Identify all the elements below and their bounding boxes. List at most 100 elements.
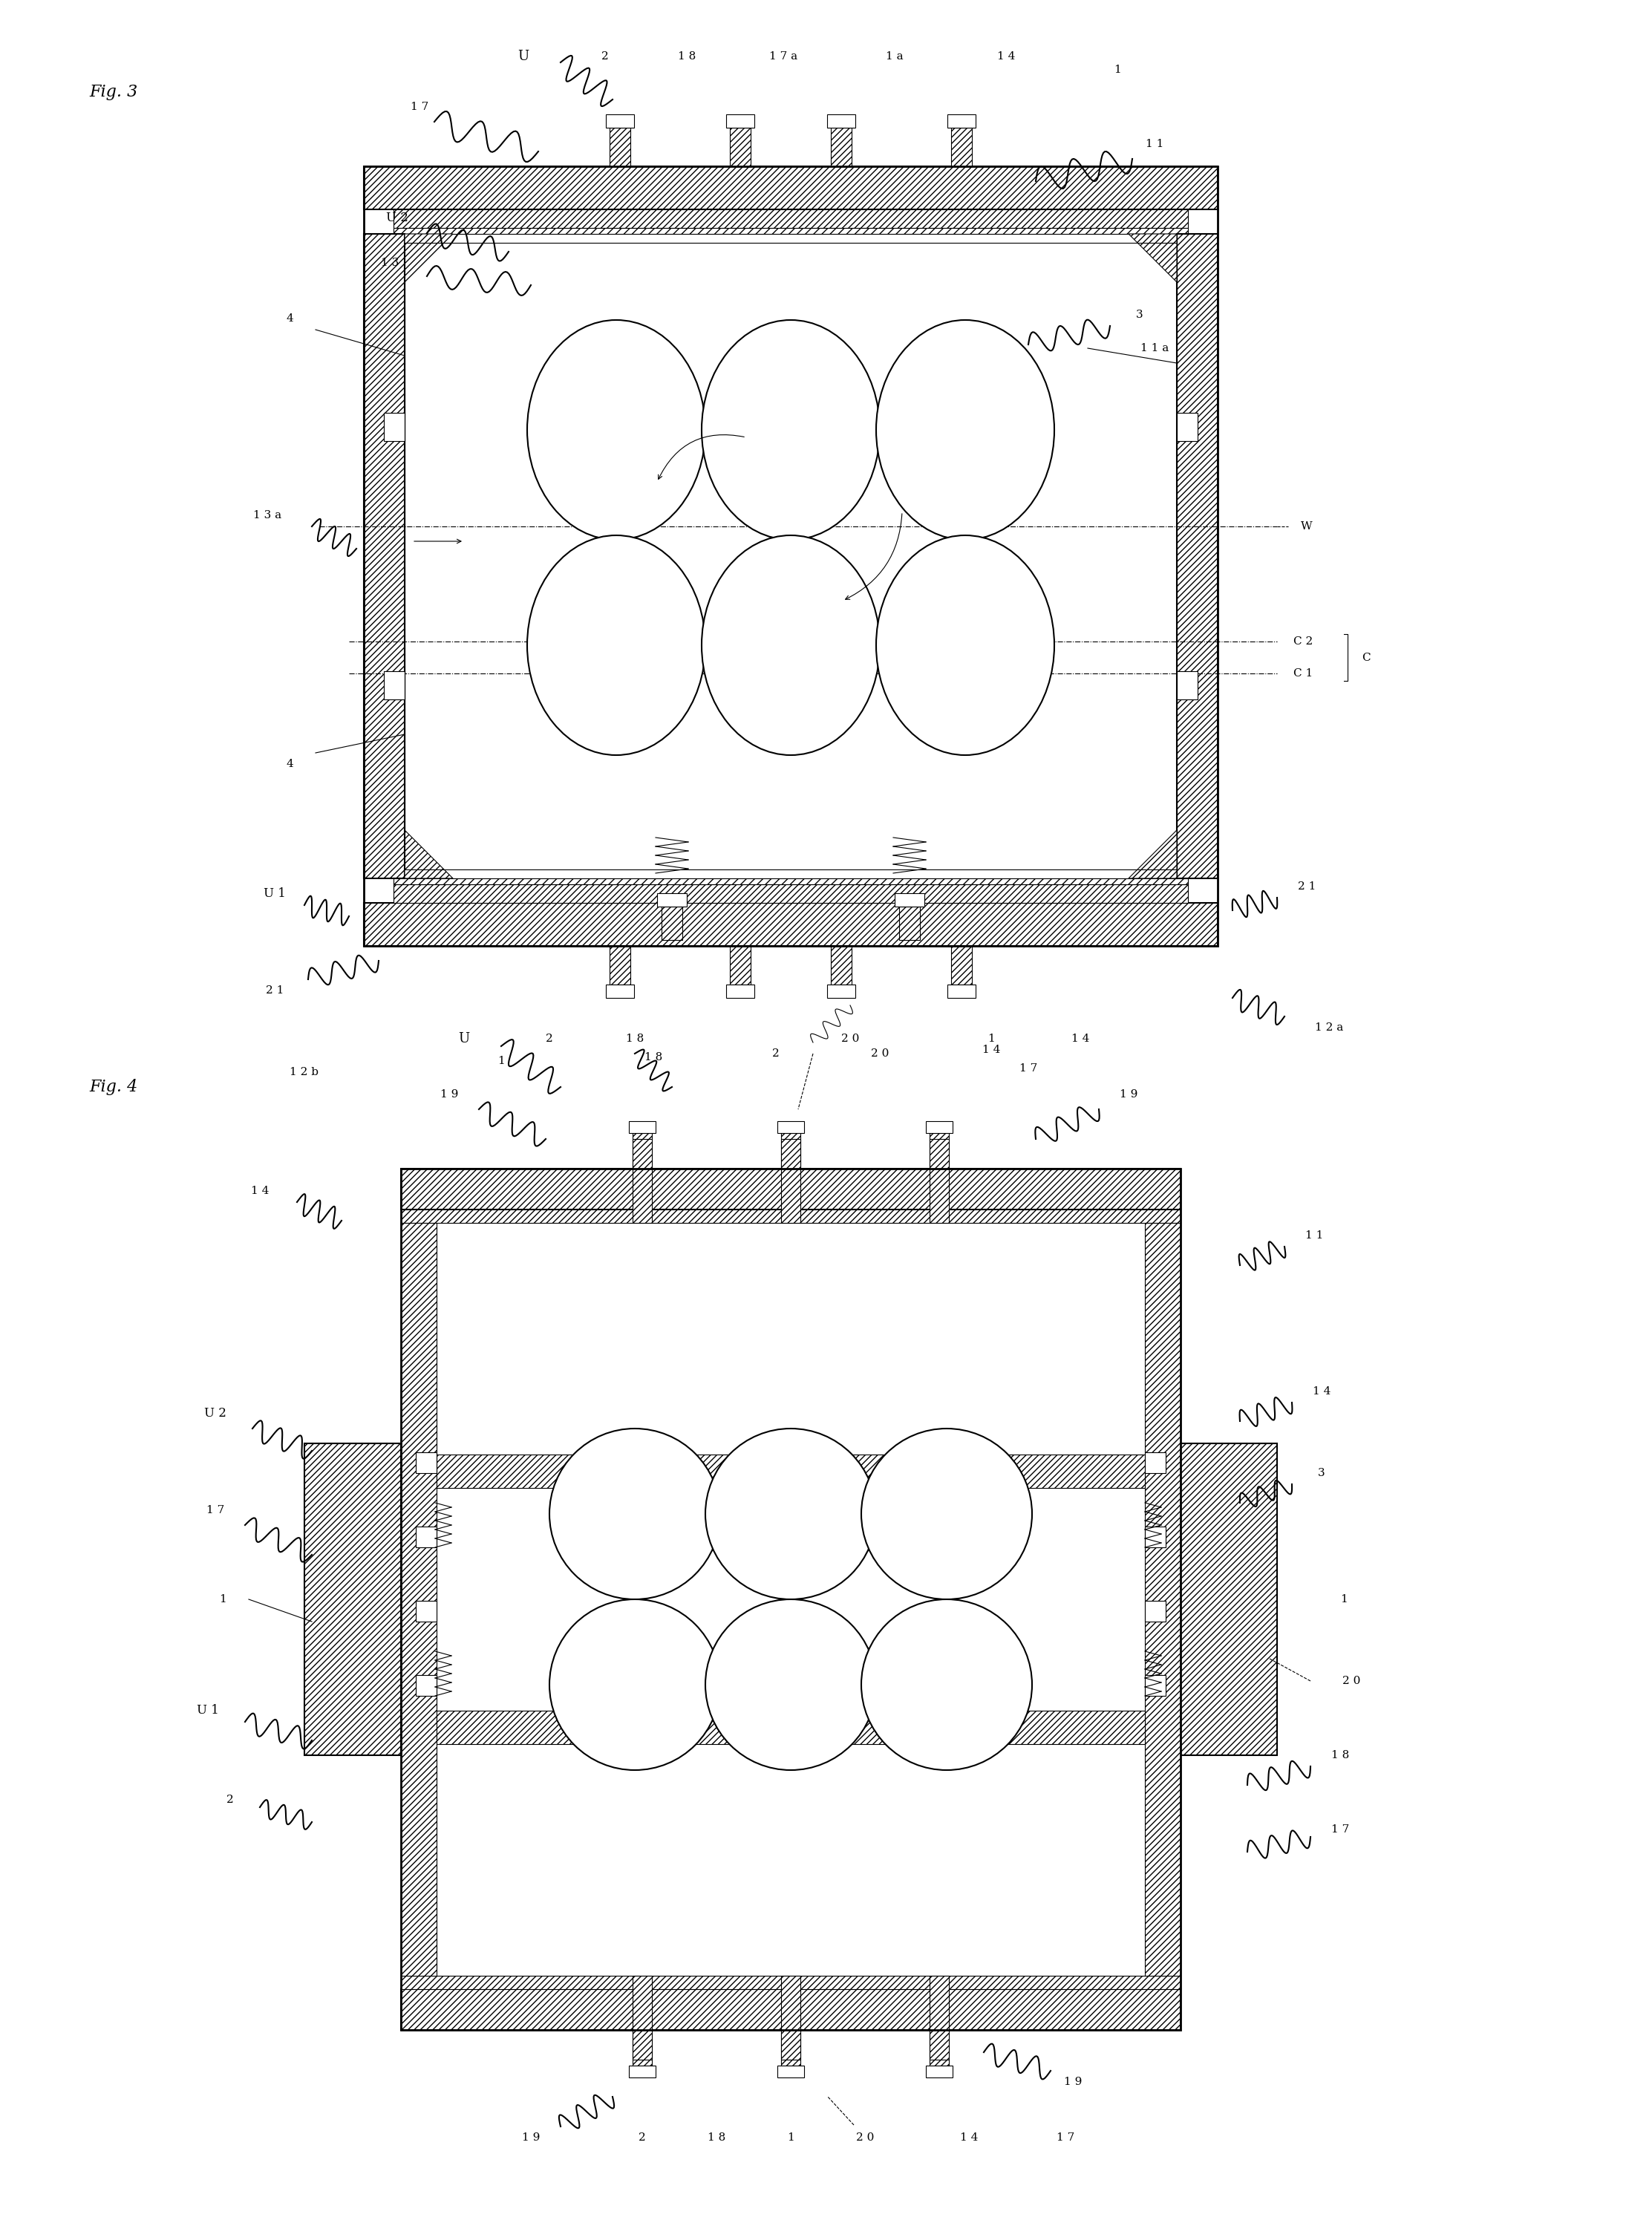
Bar <box>1145 1452 1166 1474</box>
Text: 1 7: 1 7 <box>1019 1063 1037 1074</box>
Text: 1 8: 1 8 <box>707 2132 725 2143</box>
Text: 1: 1 <box>988 1034 995 1045</box>
Bar <box>304 1443 401 1756</box>
Bar <box>610 947 631 985</box>
Text: 2: 2 <box>226 1794 235 1805</box>
Text: 1 8: 1 8 <box>677 51 695 62</box>
Bar <box>930 1976 948 2061</box>
Bar <box>633 1138 653 1223</box>
Circle shape <box>861 1429 1032 1598</box>
Circle shape <box>705 1598 876 1770</box>
Circle shape <box>550 1429 720 1598</box>
Bar <box>1176 233 1218 878</box>
Bar <box>947 113 976 127</box>
Bar <box>781 2030 800 2065</box>
Bar <box>727 113 755 127</box>
Bar <box>1145 1223 1181 1976</box>
Polygon shape <box>1128 829 1176 878</box>
Bar <box>633 1134 653 1169</box>
Text: 2 1: 2 1 <box>266 985 284 996</box>
Bar <box>778 2065 805 2079</box>
Text: 2: 2 <box>545 1034 553 1045</box>
Bar <box>393 878 1188 885</box>
Bar <box>363 903 1218 947</box>
Text: 1 3: 1 3 <box>382 258 398 269</box>
Bar <box>405 242 1176 869</box>
Text: 3: 3 <box>1137 309 1143 320</box>
Text: 4: 4 <box>286 758 292 769</box>
Bar <box>925 2065 953 2079</box>
Polygon shape <box>1128 233 1176 282</box>
Circle shape <box>861 1598 1032 1770</box>
Bar <box>416 1452 436 1474</box>
Text: 1 9: 1 9 <box>1120 1089 1138 1100</box>
Bar <box>727 985 755 998</box>
Bar <box>930 1138 948 1223</box>
Bar <box>393 209 1188 229</box>
Text: U 2: U 2 <box>205 1407 226 1420</box>
Text: 4: 4 <box>286 313 292 325</box>
Text: U 1: U 1 <box>264 887 286 900</box>
Bar <box>895 894 925 907</box>
Bar <box>363 167 1218 209</box>
Text: Fig. 3: Fig. 3 <box>89 84 137 100</box>
Text: 1 4: 1 4 <box>251 1185 269 1196</box>
Text: W: W <box>1302 520 1313 531</box>
Text: 1 9: 1 9 <box>1064 2076 1082 2087</box>
Bar <box>416 1601 436 1621</box>
Bar <box>828 985 856 998</box>
Text: 2 0: 2 0 <box>856 2132 874 2143</box>
Bar <box>383 671 405 700</box>
Bar <box>633 1976 653 2061</box>
Bar <box>925 1120 953 1134</box>
Bar <box>1145 1601 1166 1621</box>
Text: 1: 1 <box>786 2132 795 2143</box>
Bar <box>401 1223 436 1976</box>
Bar <box>393 229 1188 233</box>
Ellipse shape <box>527 536 705 756</box>
Text: 1 9: 1 9 <box>522 2132 540 2143</box>
Polygon shape <box>405 829 453 878</box>
Text: Fig. 4: Fig. 4 <box>89 1078 137 1096</box>
Text: 1 7: 1 7 <box>206 1505 225 1516</box>
Bar <box>778 1120 805 1134</box>
Bar <box>401 1209 1181 1223</box>
Text: 1 7: 1 7 <box>1332 1825 1350 1834</box>
Bar <box>828 113 856 127</box>
Text: 2: 2 <box>639 2132 646 2143</box>
Text: 1 4: 1 4 <box>983 1045 999 1056</box>
Text: 1 8: 1 8 <box>1332 1750 1350 1761</box>
Text: 1 2 b: 1 2 b <box>291 1067 319 1078</box>
Bar <box>401 1169 1181 2030</box>
Text: 1 4: 1 4 <box>1313 1387 1330 1396</box>
Bar <box>930 1134 948 1169</box>
Bar <box>1176 413 1198 440</box>
Text: 2 1: 2 1 <box>1298 880 1315 891</box>
Polygon shape <box>405 233 453 282</box>
Bar <box>781 1134 800 1169</box>
Text: 1: 1 <box>220 1594 226 1605</box>
Text: 1 9: 1 9 <box>439 1089 458 1100</box>
Bar <box>831 127 852 167</box>
Bar <box>606 985 634 998</box>
Text: 1 8: 1 8 <box>644 1051 662 1063</box>
Bar <box>1181 1443 1277 1756</box>
Bar <box>436 1454 1145 1487</box>
Text: 1 7 a: 1 7 a <box>770 51 798 62</box>
Text: C: C <box>1361 651 1371 662</box>
Text: C 1: C 1 <box>1294 669 1313 678</box>
Text: 2 0: 2 0 <box>841 1034 859 1045</box>
Text: 1 4: 1 4 <box>960 2132 978 2143</box>
Text: 2 0: 2 0 <box>871 1049 889 1058</box>
Text: 1 7: 1 7 <box>1056 2132 1074 2143</box>
Ellipse shape <box>527 320 705 540</box>
Bar <box>629 2065 656 2079</box>
Text: 1: 1 <box>1340 1594 1348 1605</box>
Bar <box>831 947 852 985</box>
Text: 1 3 a: 1 3 a <box>253 509 281 520</box>
Ellipse shape <box>876 536 1054 756</box>
Text: 1 4: 1 4 <box>1070 1034 1089 1045</box>
Bar <box>947 985 976 998</box>
Bar <box>416 1527 436 1547</box>
Text: 3: 3 <box>1318 1467 1325 1478</box>
